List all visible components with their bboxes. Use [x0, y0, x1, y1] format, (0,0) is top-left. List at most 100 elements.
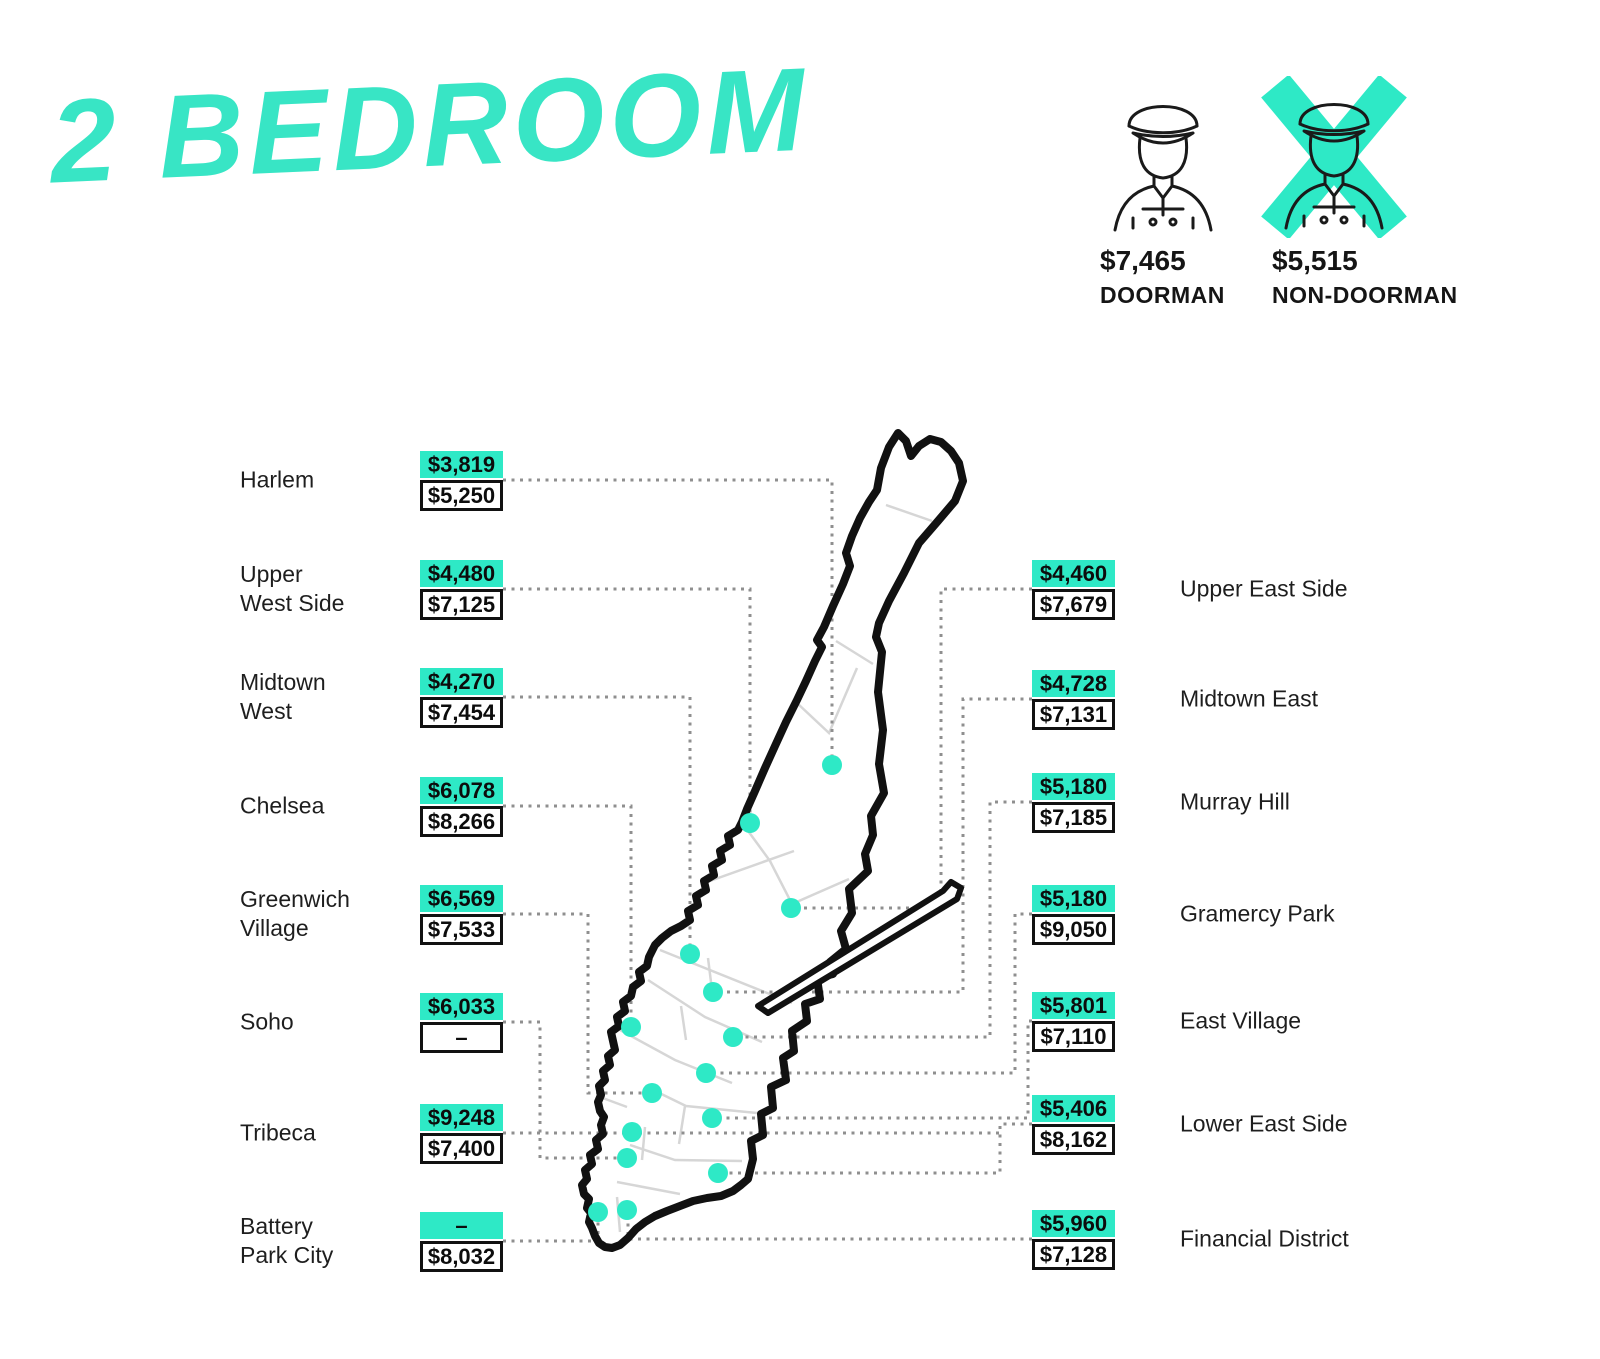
label-line: Lower East Side	[1180, 1110, 1348, 1137]
label-battery-park-city: Battery Park City	[240, 1212, 333, 1270]
non-doorman-value-murray-hill: $5,180	[1032, 773, 1115, 800]
doorman-value-midtown-west: $7,454	[420, 697, 503, 728]
label-line: East Village	[1180, 1007, 1302, 1034]
dot-east-village	[702, 1108, 722, 1128]
non-doorman-value-greenwich-village: $6,569	[420, 885, 503, 912]
non-doorman-value-soho: $6,033	[420, 993, 503, 1020]
label-chelsea: Chelsea	[240, 792, 324, 821]
label-line: Chelsea	[240, 792, 325, 819]
label-line: West Side	[240, 590, 345, 616]
leader-east-village	[712, 1019, 1032, 1120]
label-soho: Soho	[240, 1008, 294, 1037]
leader-harlem	[503, 478, 834, 765]
doorman-value-tribeca: $7,400	[420, 1133, 503, 1164]
non-doorman-value-tribeca: $9,248	[420, 1104, 503, 1131]
dot-upper-east-side	[781, 898, 801, 918]
doorman-value-battery-park-city: $8,032	[420, 1241, 503, 1272]
non-doorman-value-upper-east-side: $4,460	[1032, 560, 1115, 587]
non-doorman-value-battery-park-city: –	[420, 1212, 503, 1239]
leader-financial-district	[626, 1210, 1032, 1241]
dot-harlem	[822, 755, 842, 775]
doorman-crossed-icon	[1261, 76, 1407, 238]
doorman-label: DOORMAN	[1100, 282, 1225, 308]
leader-greenwich-village	[503, 912, 652, 1095]
dot-financial-district	[617, 1200, 637, 1220]
leader-upper-east-side	[791, 587, 1032, 910]
non-doorman-label: NON-DOORMAN	[1272, 282, 1458, 308]
dot-murray-hill	[723, 1027, 743, 1047]
doorman-price: $7,465	[1100, 245, 1186, 276]
label-east-village: East Village	[1180, 1007, 1301, 1036]
leader-upper-west-side	[503, 587, 752, 823]
non-doorman-value-lower-east-side: $5,406	[1032, 1095, 1115, 1122]
dot-lower-east-side	[708, 1163, 728, 1183]
doorman-value-gramercy-park: $9,050	[1032, 914, 1115, 945]
doorman-stat: $7,465 DOORMAN	[1100, 246, 1225, 310]
label-line: West	[240, 698, 292, 724]
neighborhood-dots	[588, 755, 842, 1222]
doorman-value-chelsea: $8,266	[420, 806, 503, 837]
doorman-value-east-village: $7,110	[1032, 1021, 1115, 1052]
dot-upper-west-side	[740, 813, 760, 833]
label-harlem: Harlem	[240, 466, 314, 495]
doorman-value-midtown-east: $7,131	[1032, 699, 1115, 730]
dot-soho	[617, 1148, 637, 1168]
label-midtown-west: Midtown West	[240, 668, 326, 726]
non-doorman-value-gramercy-park: $5,180	[1032, 885, 1115, 912]
leader-lines	[503, 478, 1032, 1243]
doorman-value-murray-hill: $7,185	[1032, 802, 1115, 833]
dot-chelsea	[621, 1017, 641, 1037]
label-line: Upper	[240, 561, 303, 587]
label-line: Village	[240, 915, 309, 941]
label-line: Midtown	[240, 669, 326, 695]
doorman-value-upper-west-side: $7,125	[420, 589, 503, 620]
non-doorman-value-midtown-west: $4,270	[420, 668, 503, 695]
label-upper-west-side: Upper West Side	[240, 560, 344, 618]
leader-soho	[503, 1020, 627, 1160]
non-doorman-value-financial-district: $5,960	[1032, 1210, 1115, 1237]
doorman-value-financial-district: $7,128	[1032, 1239, 1115, 1270]
non-doorman-value-east-village: $5,801	[1032, 992, 1115, 1019]
label-line: Greenwich	[240, 886, 350, 912]
label-line: Battery	[240, 1213, 313, 1239]
non-doorman-value-chelsea: $6,078	[420, 777, 503, 804]
doorman-value-lower-east-side: $8,162	[1032, 1124, 1115, 1155]
label-gramercy-park: Gramercy Park	[1180, 900, 1335, 929]
dot-greenwich-village	[642, 1083, 662, 1103]
label-line: Park City	[240, 1242, 334, 1268]
doorman-value-soho: –	[420, 1022, 503, 1053]
non-doorman-value-midtown-east: $4,728	[1032, 670, 1115, 697]
label-lower-east-side: Lower East Side	[1180, 1110, 1347, 1139]
dot-midtown-west	[680, 944, 700, 964]
label-line: Midtown East	[1180, 685, 1319, 712]
leader-midtown-east	[713, 697, 1032, 994]
label-midtown-east: Midtown East	[1180, 685, 1318, 714]
label-financial-district: Financial District	[1180, 1225, 1349, 1254]
roosevelt-island	[755, 879, 964, 1016]
leader-battery-park-city	[503, 1212, 600, 1243]
label-greenwich-village: Greenwich Village	[240, 885, 350, 943]
label-line: Financial District	[1180, 1225, 1349, 1252]
label-line: Murray Hill	[1180, 788, 1290, 815]
label-line: Harlem	[240, 466, 315, 493]
dot-midtown-east	[703, 982, 723, 1002]
non-doorman-value-harlem: $3,819	[420, 451, 503, 478]
label-murray-hill: Murray Hill	[1180, 788, 1290, 817]
non-doorman-stat: $5,515 NON-DOORMAN	[1272, 246, 1458, 310]
label-line: Gramercy Park	[1180, 900, 1335, 927]
label-upper-east-side: Upper East Side	[1180, 575, 1347, 604]
doorman-value-harlem: $5,250	[420, 480, 503, 511]
doorman-value-greenwich-village: $7,533	[420, 914, 503, 945]
dot-tribeca	[622, 1122, 642, 1142]
label-line: Upper East Side	[1180, 575, 1348, 602]
dot-battery-park-city	[588, 1202, 608, 1222]
doorman-value-upper-east-side: $7,679	[1032, 589, 1115, 620]
leader-chelsea	[503, 804, 633, 1027]
non-doorman-price: $5,515	[1272, 245, 1358, 276]
doorman-icon	[1113, 105, 1213, 232]
label-line: Tribeca	[240, 1119, 316, 1146]
leader-gramercy-park	[706, 912, 1032, 1075]
leader-midtown-west	[503, 695, 692, 954]
